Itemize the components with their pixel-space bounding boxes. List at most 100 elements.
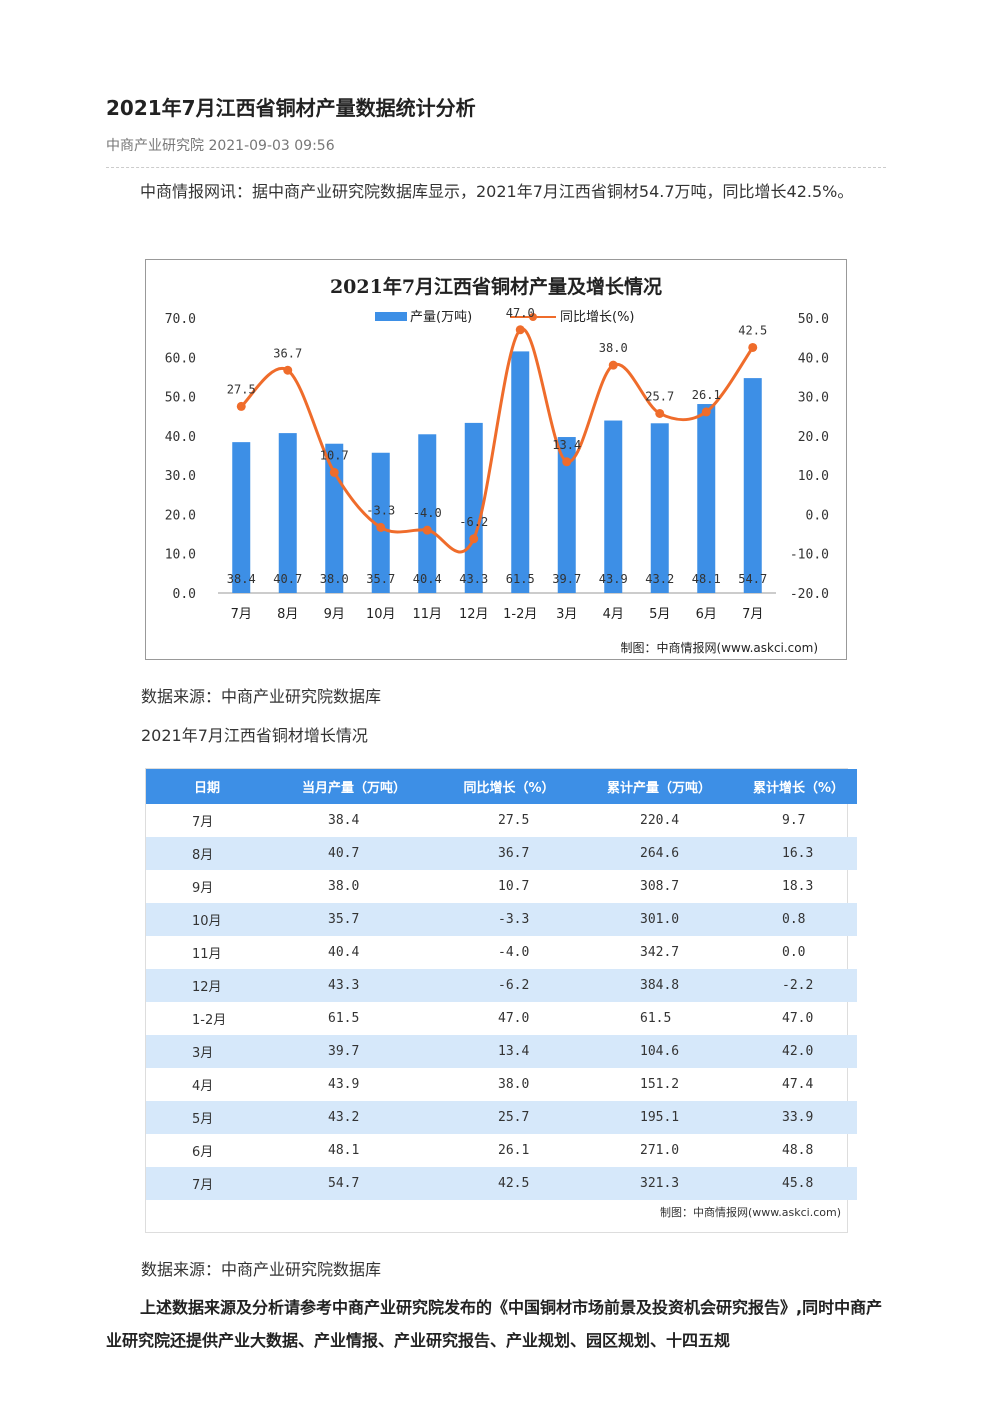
bar-data-label: 40.7 [273, 572, 302, 586]
bar [650, 423, 669, 593]
growth-data-label: -6.2 [459, 515, 488, 529]
bar-data-label: 54.7 [738, 572, 767, 586]
bar [371, 452, 390, 593]
table-cell-1: 38.4 [328, 813, 360, 828]
table-row: 11月 40.4 -4.0 342.7 0.0 [146, 936, 857, 969]
table-cell-4: 48.8 [782, 1143, 814, 1158]
x-tick-label: 10月 [366, 607, 396, 622]
x-tick-label: 1-2月 [503, 607, 537, 622]
x-tick-label: 8月 [277, 607, 298, 622]
table-cell-3: 195.1 [578, 1101, 740, 1134]
right-axis-tick: 30.0 [798, 391, 829, 406]
bar-data-label: 61.5 [506, 572, 535, 586]
table-cell-2: 47.0 [498, 1011, 530, 1026]
growth-data-label: 27.5 [227, 382, 256, 396]
bar-data-label: 39.7 [552, 572, 581, 586]
right-axis-tick: 40.0 [798, 351, 829, 366]
growth-data-label: 10.7 [320, 448, 349, 462]
table-row: 12月 43.3 -6.2 384.8 -2.2 [146, 969, 857, 1002]
table-header-row: 日期 当月产量（万吨） 同比增长（%） 累计产量（万吨） 累计增长（%） [146, 769, 857, 804]
growth-data-label: 25.7 [645, 389, 674, 403]
table-cell-3: 342.7 [640, 945, 680, 960]
table-cell-3: 220.4 [640, 813, 680, 828]
right-axis-tick: 0.0 [806, 508, 829, 523]
table-cell-0: 4月 [192, 1079, 214, 1094]
table-row: 1-2月 61.5 47.0 61.5 47.0 [146, 1002, 857, 1035]
growth-point [608, 360, 618, 370]
growth-point [562, 457, 572, 467]
bar [604, 420, 623, 593]
table-cell-0: 1-2月 [192, 1013, 227, 1028]
table-cell-2: 25.7 [440, 1101, 578, 1134]
chart-title: 2021年7月江西省铜材产量及增长情况 [330, 275, 662, 298]
table-cell-0: 11月 [192, 947, 222, 962]
table-row: 7月 54.7 42.5 321.3 45.8 [146, 1167, 857, 1200]
left-axis-tick: 20.0 [165, 508, 196, 523]
x-tick-label: 11月 [412, 607, 442, 622]
table-cell-2: 26.1 [498, 1143, 530, 1158]
bar-data-label: 40.4 [413, 572, 442, 586]
right-axis-tick: 20.0 [798, 430, 829, 445]
table-cell-2: 36.7 [440, 837, 578, 870]
table-row: 9月 38.0 10.7 308.7 18.3 [146, 870, 857, 903]
table-row: 7月 38.4 27.5 220.4 9.7 [146, 804, 857, 837]
bar-data-label: 43.2 [645, 572, 674, 586]
left-axis-tick: 0.0 [173, 587, 196, 602]
table-cell-1: 48.1 [328, 1143, 360, 1158]
table-cell-1: 35.7 [268, 903, 440, 936]
table-cell-4: 47.4 [782, 1077, 814, 1092]
table-caption: 2021年7月江西省铜材增长情况 [141, 726, 368, 745]
growth-data-label: 36.7 [273, 346, 302, 360]
table-header-1: 当月产量（万吨） [268, 769, 440, 804]
table-cell-2: -4.0 [498, 945, 530, 960]
bar-data-label: 35.7 [366, 572, 395, 586]
table-cell-4: 0.8 [740, 903, 857, 936]
x-tick-label: 12月 [459, 607, 489, 622]
bar [743, 378, 762, 593]
table-cell-0: 12月 [146, 969, 268, 1002]
growth-data-label: 38.0 [599, 341, 628, 355]
growth-data-label: -4.0 [413, 506, 442, 520]
legend-bar-label: 产量(万吨) [410, 310, 472, 325]
bar [418, 434, 437, 593]
growth-data-label: 26.1 [692, 388, 721, 402]
bar [232, 442, 251, 593]
growth-data-label: 47.0 [506, 306, 535, 320]
x-tick-label: 6月 [696, 607, 717, 622]
bar [557, 437, 576, 593]
table-row: 5月 43.2 25.7 195.1 33.9 [146, 1101, 857, 1134]
table-cell-2: 10.7 [498, 879, 530, 894]
bar-data-label: 43.3 [459, 572, 488, 586]
table-header-3: 累计产量（万吨） [578, 769, 740, 804]
table-header-0: 日期 [146, 769, 268, 804]
table-cell-0: 6月 [192, 1145, 214, 1160]
table-row: 10月 35.7 -3.3 301.0 0.8 [146, 903, 857, 936]
table-cell-4: 18.3 [782, 879, 814, 894]
legend-line-label: 同比增长(%) [560, 310, 635, 325]
x-tick-label: 4月 [603, 607, 624, 622]
growth-point [376, 522, 386, 532]
growth-line [240, 327, 754, 554]
table-cell-3: 264.6 [578, 837, 740, 870]
bar-data-label: 43.9 [599, 572, 628, 586]
left-axis-tick: 50.0 [165, 391, 196, 406]
growth-table: 日期 当月产量（万吨） 同比增长（%） 累计产量（万吨） 累计增长（%） 7月 38.4 2… [145, 768, 857, 1233]
right-axis-tick: 10.0 [798, 469, 829, 484]
table-cell-2: 42.5 [440, 1167, 578, 1200]
table-cell-2: -6.2 [440, 969, 578, 1002]
table-cell-4: 33.9 [740, 1101, 857, 1134]
left-axis-tick: 40.0 [165, 430, 196, 445]
table-cell-2: 27.5 [498, 813, 530, 828]
bar [278, 433, 297, 593]
table-credit: 制图：中商情报网(www.askci.com) [660, 1206, 841, 1219]
table-row: 6月 48.1 26.1 271.0 48.8 [146, 1134, 857, 1167]
growth-point [236, 401, 246, 411]
table-cell-4: 47.0 [782, 1011, 814, 1026]
table-cell-0: 3月 [146, 1035, 268, 1068]
intro-paragraph: 中商情报网讯：据中商产业研究院数据库显示，2021年7月江西省铜材54.7万吨，… [140, 182, 854, 201]
bar-data-label: 38.4 [227, 572, 256, 586]
right-axis-tick: -20.0 [790, 587, 829, 602]
growth-data-label: -3.3 [366, 503, 395, 517]
table-header-2: 同比增长（%） [440, 769, 578, 804]
